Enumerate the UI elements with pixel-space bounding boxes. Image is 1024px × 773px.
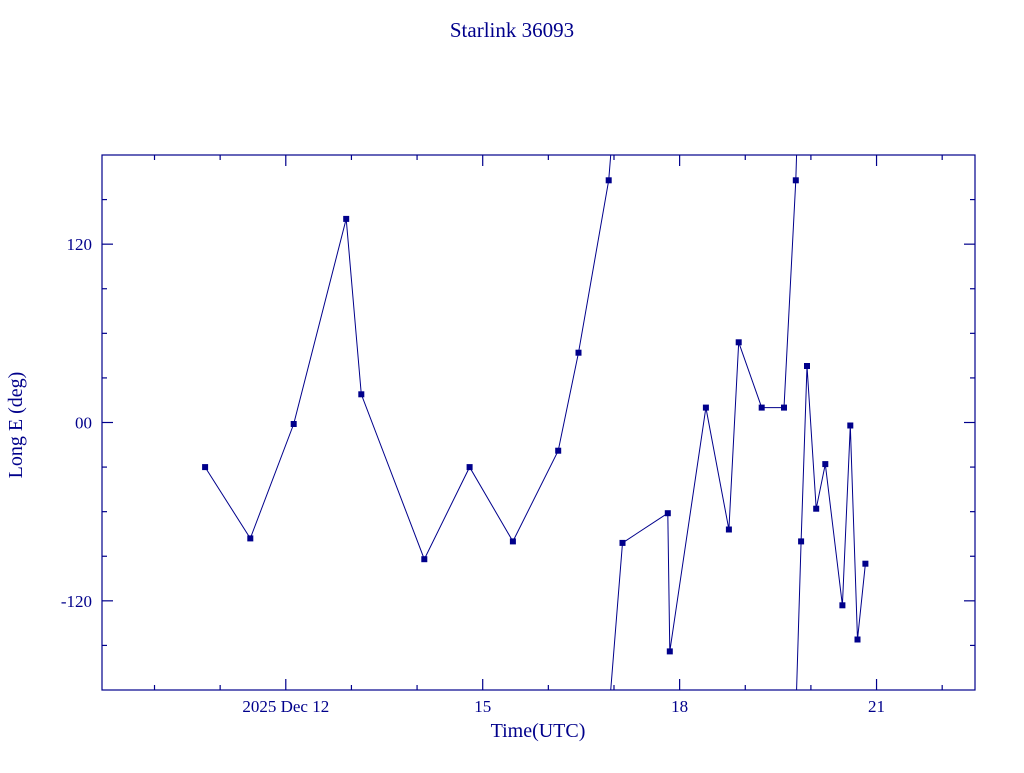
data-point-marker: [822, 461, 829, 468]
data-point-marker: [839, 602, 846, 609]
y-tick-label: 120: [67, 235, 93, 254]
data-point-marker: [813, 505, 820, 512]
data-point-marker: [847, 422, 854, 429]
x-tick-label: 15: [474, 697, 491, 716]
x-tick-label: 21: [868, 697, 885, 716]
data-point-marker: [725, 526, 732, 533]
data-point-marker: [421, 556, 428, 563]
data-point-marker: [758, 404, 765, 411]
x-tick-label: 2025 Dec 12: [242, 697, 329, 716]
data-point-marker: [290, 421, 297, 427]
x-tick-label: 18: [671, 697, 688, 716]
x-axis-label: Time(UTC): [491, 720, 586, 742]
data-point-marker: [605, 177, 612, 184]
data-point-marker: [735, 339, 742, 346]
data-point-marker: [804, 363, 810, 369]
series-line: [204, 155, 612, 561]
series-line: [610, 155, 798, 690]
data-point-marker: [202, 464, 209, 471]
data-point-marker: [666, 648, 673, 655]
data-point-marker: [575, 349, 582, 356]
y-axis-label: Long E (deg): [5, 372, 27, 479]
data-point-marker: [358, 391, 365, 398]
data-point-marker: [343, 215, 350, 222]
data-point-marker: [798, 538, 805, 545]
series-line: [796, 365, 866, 690]
data-point-marker: [466, 464, 473, 471]
axis-ticks: [102, 155, 975, 690]
data-point-marker: [862, 560, 869, 567]
data-point-marker: [702, 404, 709, 411]
tick-labels: 2025 Dec 12 15 18 21 120 00 -120: [61, 235, 885, 716]
data-point-marker: [854, 636, 861, 643]
data-point-marker: [664, 510, 671, 517]
y-tick-label: 00: [75, 414, 92, 433]
data-point-marker: [619, 539, 626, 546]
data-point-marker: [555, 447, 562, 454]
data-point-marker: [247, 535, 254, 542]
y-tick-label: -120: [61, 592, 92, 611]
data-point-marker: [509, 538, 516, 545]
data-point-marker: [781, 404, 787, 411]
plot-frame: [101, 154, 976, 691]
data-markers: [202, 177, 869, 655]
chart-title: Starlink 36093: [450, 18, 574, 42]
data-point-marker: [792, 177, 799, 184]
data-series: [204, 155, 866, 690]
